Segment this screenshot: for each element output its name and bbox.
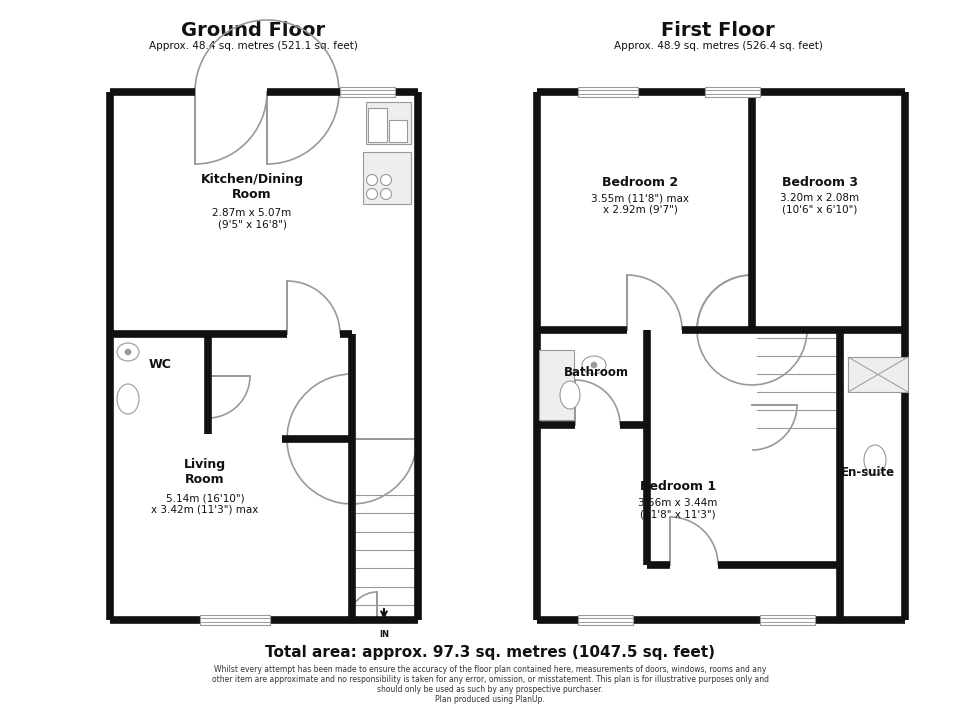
Bar xyxy=(200,615,270,625)
Text: Approx. 48.4 sq. metres (521.1 sq. feet): Approx. 48.4 sq. metres (521.1 sq. feet) xyxy=(149,41,358,51)
Text: should only be used as such by any prospective purchaser.: should only be used as such by any prosp… xyxy=(377,684,603,693)
Bar xyxy=(539,350,574,420)
Circle shape xyxy=(367,174,377,186)
Text: Bedroom 2: Bedroom 2 xyxy=(602,175,678,189)
Bar xyxy=(389,120,407,142)
Ellipse shape xyxy=(864,445,886,475)
Text: 3.56m x 3.44m
(11'8" x 11'3"): 3.56m x 3.44m (11'8" x 11'3") xyxy=(638,498,717,520)
Text: Kitchen/Dining
Room: Kitchen/Dining Room xyxy=(201,173,304,201)
Circle shape xyxy=(591,362,597,368)
Text: Bathroom: Bathroom xyxy=(564,365,628,379)
Bar xyxy=(760,615,815,625)
Text: 3.20m x 2.08m
(10'6" x 6'10"): 3.20m x 2.08m (10'6" x 6'10") xyxy=(780,193,859,215)
Ellipse shape xyxy=(582,356,606,374)
Text: First Floor: First Floor xyxy=(662,21,775,39)
Text: 2.87m x 5.07m
(9'5" x 16'8"): 2.87m x 5.07m (9'5" x 16'8") xyxy=(213,208,292,230)
Text: 5.14m (16'10")
x 3.42m (11'3") max: 5.14m (16'10") x 3.42m (11'3") max xyxy=(151,493,259,515)
Bar xyxy=(340,87,395,97)
Text: WC: WC xyxy=(149,357,172,370)
Circle shape xyxy=(125,349,131,355)
Ellipse shape xyxy=(560,381,580,409)
Text: Whilst every attempt has been made to ensure the accuracy of the floor plan cont: Whilst every attempt has been made to en… xyxy=(214,664,766,674)
Text: Living
Room: Living Room xyxy=(184,458,226,486)
Text: Total area: approx. 97.3 sq. metres (1047.5 sq. feet): Total area: approx. 97.3 sq. metres (104… xyxy=(265,644,715,659)
Circle shape xyxy=(380,174,391,186)
Text: En-suite: En-suite xyxy=(841,466,895,478)
Text: other item are approximate and no responsibility is taken for any error, omissio: other item are approximate and no respon… xyxy=(212,674,768,684)
Text: Bedroom 3: Bedroom 3 xyxy=(782,175,858,189)
Circle shape xyxy=(380,189,391,199)
Bar xyxy=(848,357,908,392)
Bar xyxy=(368,108,387,142)
Text: Plan produced using PlanUp.: Plan produced using PlanUp. xyxy=(435,694,545,703)
Text: Ground Floor: Ground Floor xyxy=(181,21,325,39)
Bar xyxy=(363,152,411,204)
Ellipse shape xyxy=(117,384,139,414)
Text: 3.55m (11'8") max
x 2.92m (9'7"): 3.55m (11'8") max x 2.92m (9'7") xyxy=(591,193,689,215)
Text: Approx. 48.9 sq. metres (526.4 sq. feet): Approx. 48.9 sq. metres (526.4 sq. feet) xyxy=(613,41,822,51)
Bar xyxy=(578,87,638,97)
Bar xyxy=(705,87,760,97)
Ellipse shape xyxy=(117,343,139,361)
Bar xyxy=(578,615,633,625)
Text: IN: IN xyxy=(379,630,389,639)
Text: Bedroom 1: Bedroom 1 xyxy=(640,481,716,493)
Bar xyxy=(366,102,411,144)
Circle shape xyxy=(367,189,377,199)
